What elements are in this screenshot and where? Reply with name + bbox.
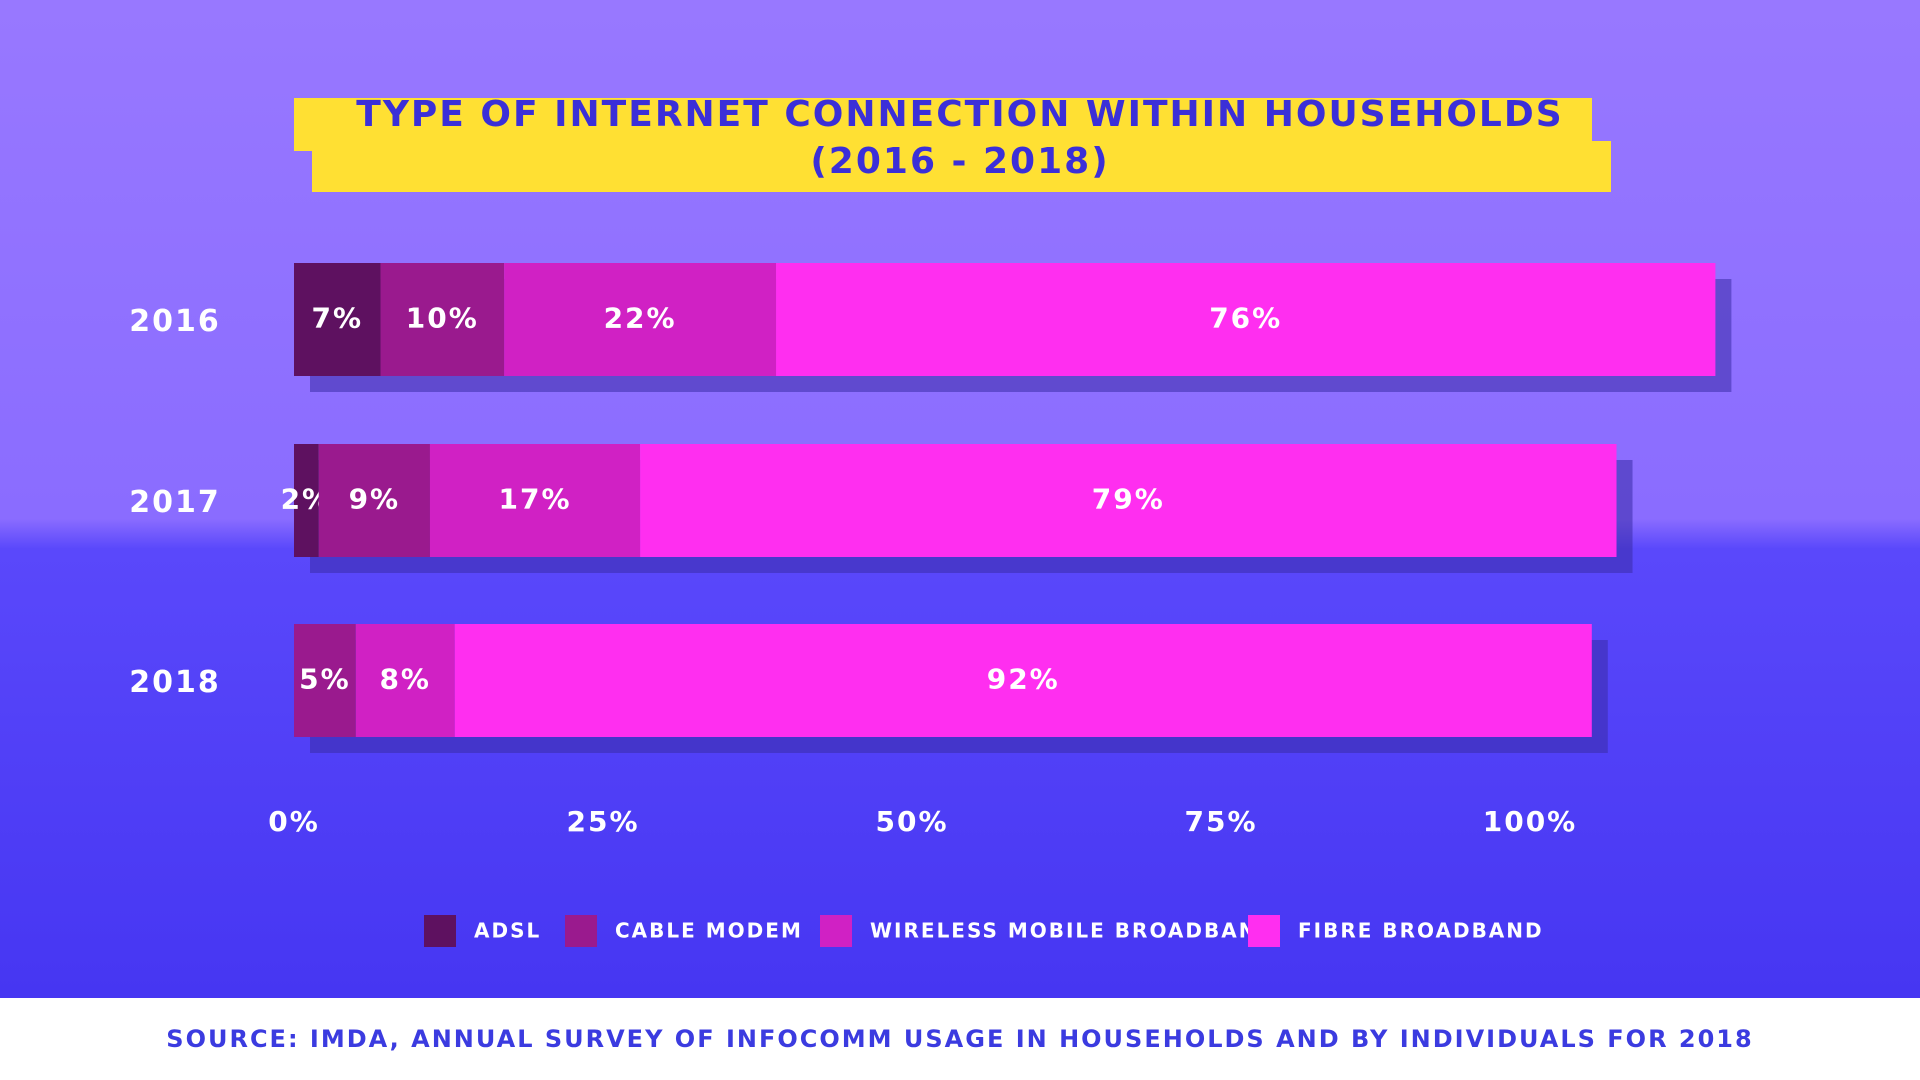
footer-band	[0, 998, 1920, 1080]
chart-title: (2016 - 2018)	[810, 141, 1109, 182]
legend-label: FIBRE BROADBAND	[1298, 919, 1544, 943]
bar-segment	[294, 444, 319, 557]
bar-segment	[429, 444, 641, 557]
x-tick-label: 50%	[875, 805, 948, 838]
y-tick-label: 2016	[129, 304, 221, 339]
bar-segment	[355, 624, 455, 737]
data-label: 9%	[349, 483, 401, 516]
bar-segment	[776, 263, 1716, 376]
data-label: 8%	[379, 663, 431, 696]
x-tick-label: 100%	[1483, 805, 1578, 838]
data-label: 10%	[406, 302, 479, 335]
legend-label: ADSL	[474, 919, 541, 943]
bar-segment	[454, 624, 1592, 737]
y-tick-label: 2018	[129, 665, 221, 700]
bar-segment	[504, 263, 777, 376]
bar-segment	[294, 624, 356, 737]
bar-segment	[318, 444, 430, 557]
legend-label: WIRELESS MOBILE BROADBAND	[870, 919, 1276, 943]
bar-segment	[640, 444, 1617, 557]
chart-title: TYPE OF INTERNET CONNECTION WITHIN HOUSE…	[356, 94, 1563, 135]
x-tick-label: 75%	[1184, 805, 1257, 838]
legend-swatch	[424, 915, 456, 947]
legend-label: CABLE MODEM	[615, 919, 803, 943]
source: SOURCE: IMDA, ANNUAL SURVEY OF INFOCOMM …	[166, 1025, 1753, 1053]
data-label: 22%	[604, 302, 677, 335]
x-tick-label: 25%	[566, 805, 639, 838]
bar-segment	[380, 263, 505, 376]
data-label: 79%	[1092, 483, 1165, 516]
legend-swatch	[565, 915, 597, 947]
x-tick-label: 0%	[268, 805, 320, 838]
y-tick-label: 2017	[129, 485, 221, 520]
data-label: 5%	[299, 663, 351, 696]
legend-swatch	[1248, 915, 1280, 947]
data-label: 76%	[1209, 302, 1282, 335]
bar-segment	[294, 263, 381, 376]
data-label: 92%	[987, 663, 1060, 696]
data-label: 17%	[499, 483, 572, 516]
legend-swatch	[820, 915, 852, 947]
title-box	[312, 141, 1611, 192]
data-label: 7%	[311, 302, 363, 335]
